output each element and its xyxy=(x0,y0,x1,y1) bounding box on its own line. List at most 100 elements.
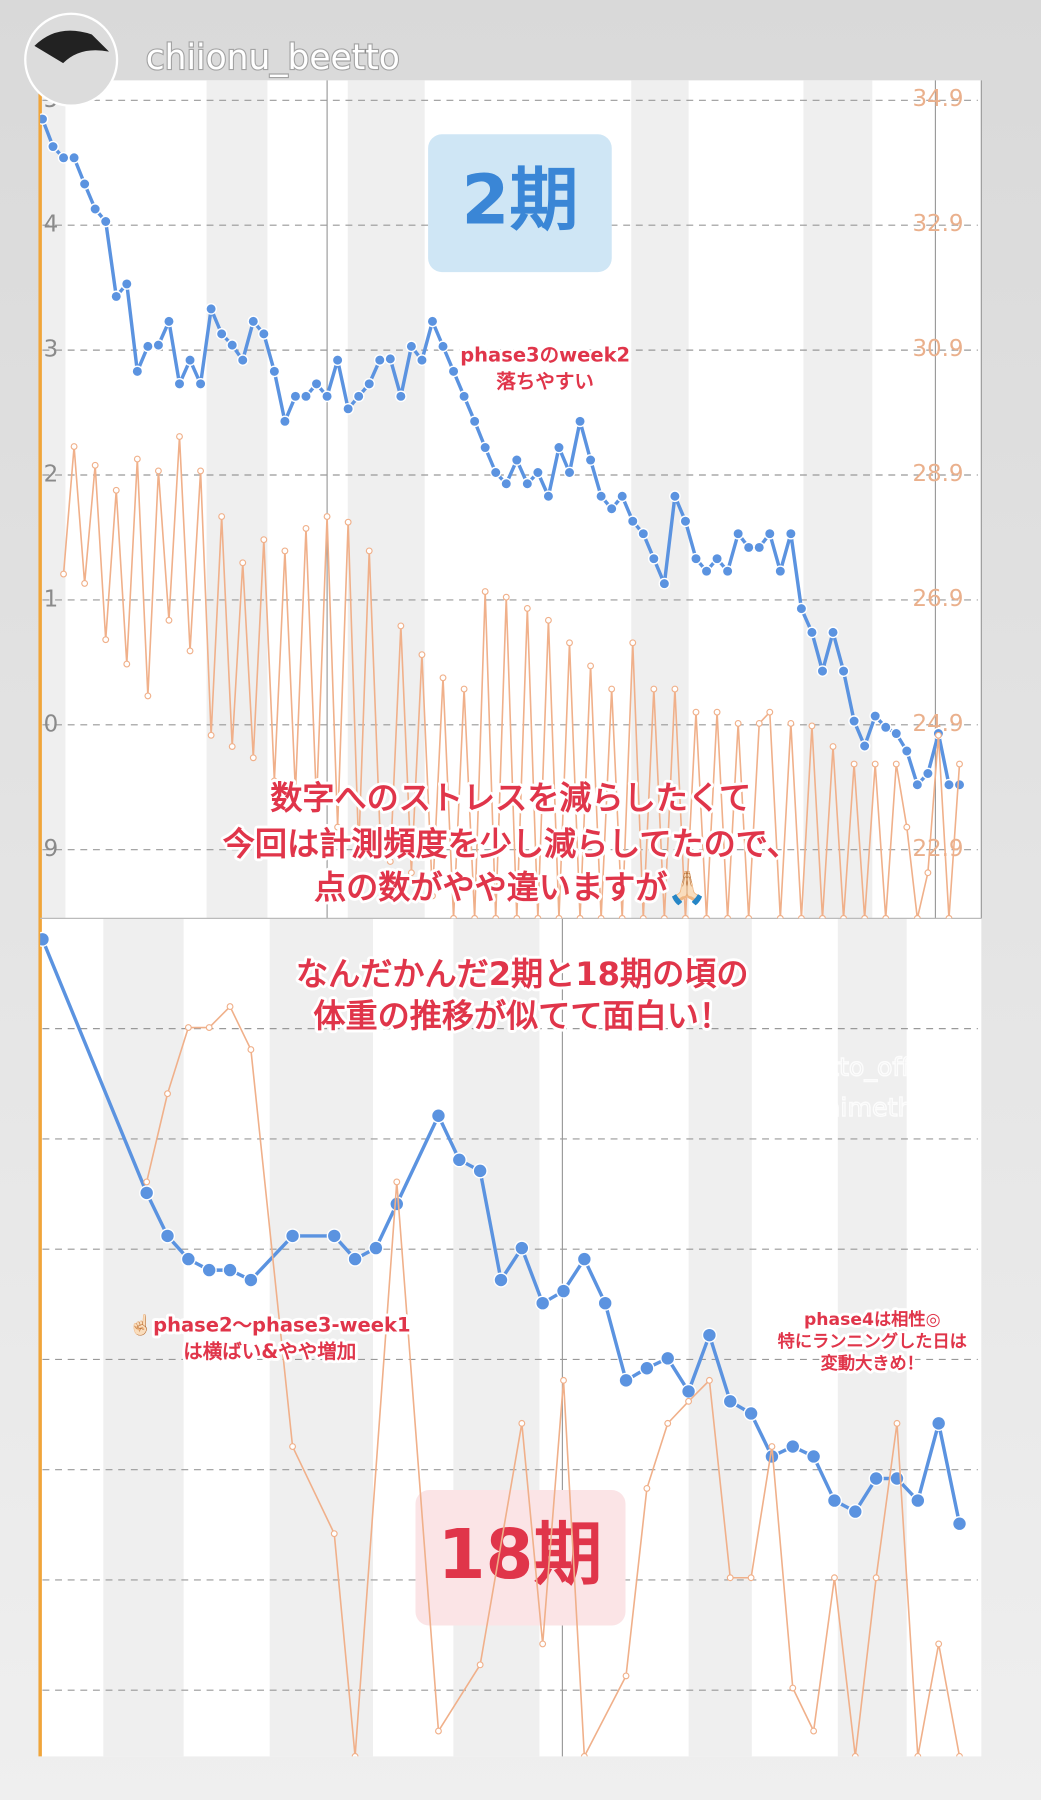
data-point xyxy=(703,914,710,919)
data-point xyxy=(539,1640,547,1648)
data-point xyxy=(143,1178,151,1186)
data-point xyxy=(176,433,183,441)
data-point xyxy=(701,1327,717,1343)
annotation: phase3のweek2 xyxy=(460,343,630,366)
data-point xyxy=(580,1752,588,1757)
data-point xyxy=(618,914,626,919)
data-point xyxy=(893,1419,901,1427)
data-point xyxy=(386,858,394,865)
data-point xyxy=(489,466,502,479)
data-point xyxy=(755,719,763,727)
annotation: 落ちやすい xyxy=(496,370,594,393)
data-point xyxy=(144,692,152,700)
data-point xyxy=(91,461,99,469)
data-point xyxy=(120,278,133,290)
data-point xyxy=(608,685,616,693)
header: chiionu_beetto xyxy=(24,12,401,107)
data-point xyxy=(690,552,702,565)
data-point xyxy=(785,1438,801,1455)
data-point xyxy=(753,541,766,554)
data-point xyxy=(903,823,911,831)
data-point xyxy=(745,914,753,919)
y-tick-label: 1 xyxy=(44,586,59,612)
data-point xyxy=(951,1516,968,1532)
data-point xyxy=(321,390,333,403)
data-point xyxy=(405,340,418,353)
data-point xyxy=(197,467,205,475)
data-point xyxy=(574,415,586,428)
data-point xyxy=(471,914,479,919)
data-point xyxy=(186,647,194,655)
data-point xyxy=(595,490,607,503)
data-point xyxy=(184,1024,192,1031)
data-point xyxy=(310,377,323,390)
data-point xyxy=(268,365,281,378)
data-point xyxy=(945,914,953,919)
series-line xyxy=(40,118,960,787)
data-point xyxy=(956,760,963,768)
data-point xyxy=(647,552,660,565)
plot xyxy=(40,113,966,919)
data-point xyxy=(871,760,879,768)
data-point xyxy=(468,415,481,428)
data-point xyxy=(660,914,668,919)
data-point xyxy=(201,1262,217,1278)
data-point xyxy=(732,527,745,540)
y2-tick-label: 22.9 xyxy=(912,836,963,862)
data-point xyxy=(889,1470,905,1487)
data-point xyxy=(643,1484,651,1492)
username[interactable]: chiionu_beetto xyxy=(145,37,401,79)
data-point xyxy=(243,1272,259,1288)
data-point xyxy=(102,636,110,644)
data-point xyxy=(355,846,363,854)
data-point xyxy=(851,1752,859,1757)
data-point xyxy=(747,1574,755,1582)
data-point xyxy=(165,616,173,624)
data-point xyxy=(437,340,449,353)
data-point xyxy=(152,339,165,351)
data-point xyxy=(774,565,787,578)
data-point xyxy=(734,719,742,727)
data-point xyxy=(542,490,555,503)
data-point xyxy=(910,1492,926,1509)
data-point xyxy=(99,215,112,228)
data-point xyxy=(892,760,900,768)
data-point xyxy=(416,354,428,366)
data-point xyxy=(858,740,871,752)
data-point xyxy=(956,1752,963,1757)
data-point xyxy=(123,660,131,668)
data-point xyxy=(439,674,447,682)
title-box xyxy=(415,1490,626,1626)
data-point xyxy=(831,1574,838,1582)
data-point xyxy=(476,1661,484,1669)
y-tick-label: 4 xyxy=(44,212,59,238)
y2-tick-label: 26.9 xyxy=(912,586,963,612)
data-point xyxy=(429,892,436,900)
data-point xyxy=(806,1448,822,1465)
data-point xyxy=(584,454,597,466)
data-point xyxy=(705,1376,713,1384)
y-tick-label: 9 xyxy=(44,836,59,862)
chart-title: 2期 xyxy=(462,160,579,240)
data-point xyxy=(352,390,365,403)
data-point xyxy=(555,1283,572,1299)
data-point xyxy=(931,1415,947,1431)
data-point xyxy=(597,914,605,919)
data-point xyxy=(112,486,120,494)
avatar[interactable] xyxy=(24,12,119,107)
data-point xyxy=(249,754,257,762)
data-point xyxy=(389,1196,405,1212)
data-point xyxy=(164,1090,171,1098)
data-point xyxy=(810,1727,818,1735)
data-point xyxy=(368,1240,384,1256)
data-point xyxy=(450,914,457,919)
data-point xyxy=(281,547,289,555)
data-point xyxy=(236,354,249,366)
data-point xyxy=(900,745,913,757)
data-point xyxy=(816,665,829,677)
data-point xyxy=(323,513,331,520)
data-point xyxy=(563,466,576,479)
data-point xyxy=(953,778,966,791)
note: 今回は計測頻度を少し減らしてたので、 xyxy=(223,825,799,863)
